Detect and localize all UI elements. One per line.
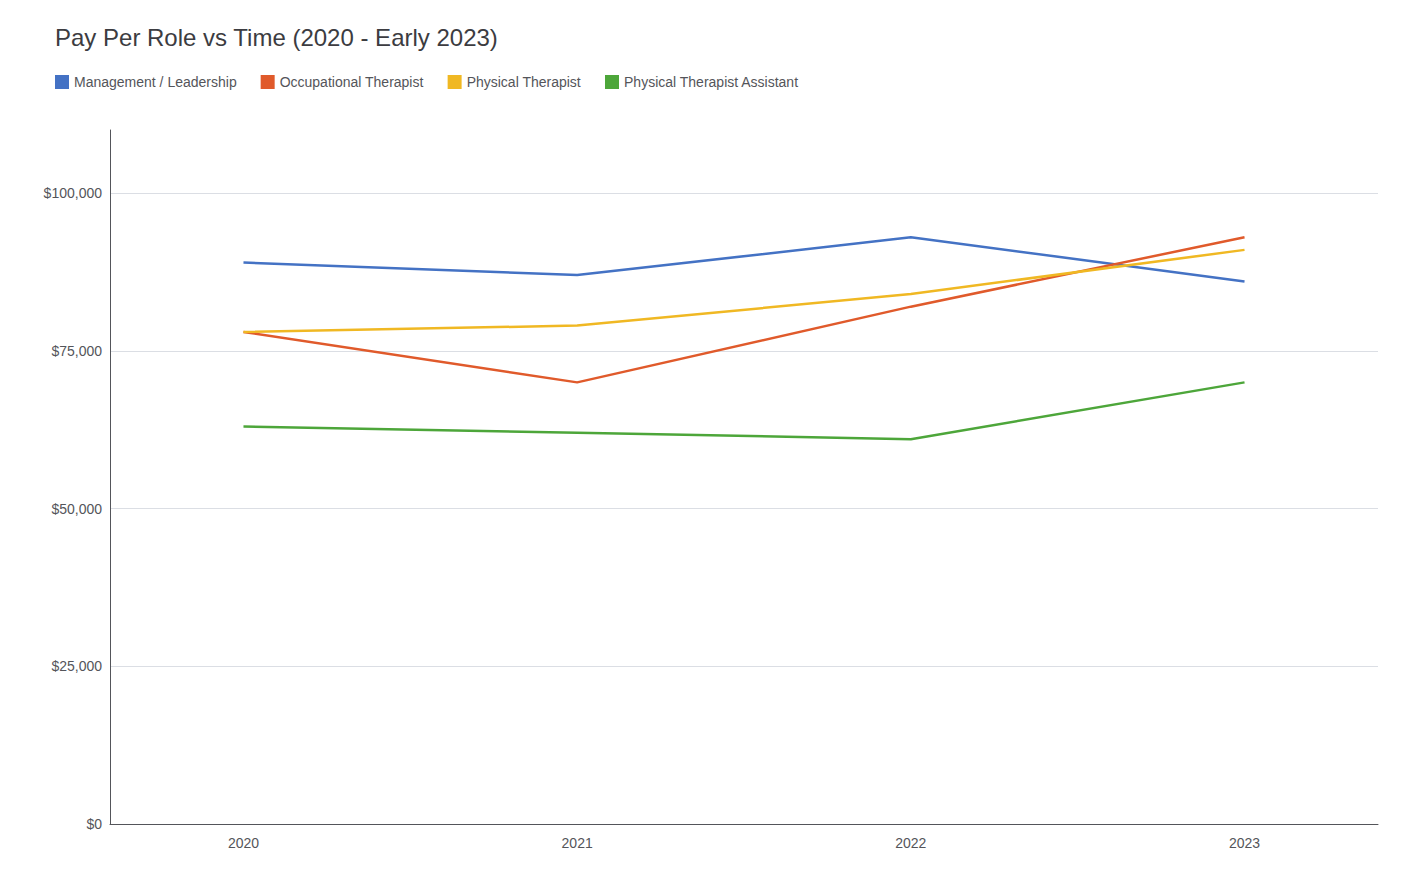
svg-text:2020: 2020	[228, 835, 259, 851]
svg-text:2022: 2022	[895, 835, 926, 851]
svg-text:$0: $0	[86, 816, 102, 832]
svg-text:$100,000: $100,000	[44, 185, 103, 201]
svg-text:$50,000: $50,000	[51, 501, 102, 517]
svg-text:Occupational Therapist: Occupational Therapist	[280, 74, 424, 90]
svg-text:Physical Therapist: Physical Therapist	[467, 74, 581, 90]
svg-text:Physical Therapist Assistant: Physical Therapist Assistant	[624, 74, 798, 90]
svg-text:2023: 2023	[1229, 835, 1260, 851]
svg-text:Management / Leadership: Management / Leadership	[74, 74, 237, 90]
svg-text:Pay Per Role vs Time (2020 - E: Pay Per Role vs Time (2020 - Early 2023)	[55, 24, 498, 51]
svg-text:$75,000: $75,000	[51, 343, 102, 359]
svg-text:2021: 2021	[562, 835, 593, 851]
svg-text:$25,000: $25,000	[51, 658, 102, 674]
